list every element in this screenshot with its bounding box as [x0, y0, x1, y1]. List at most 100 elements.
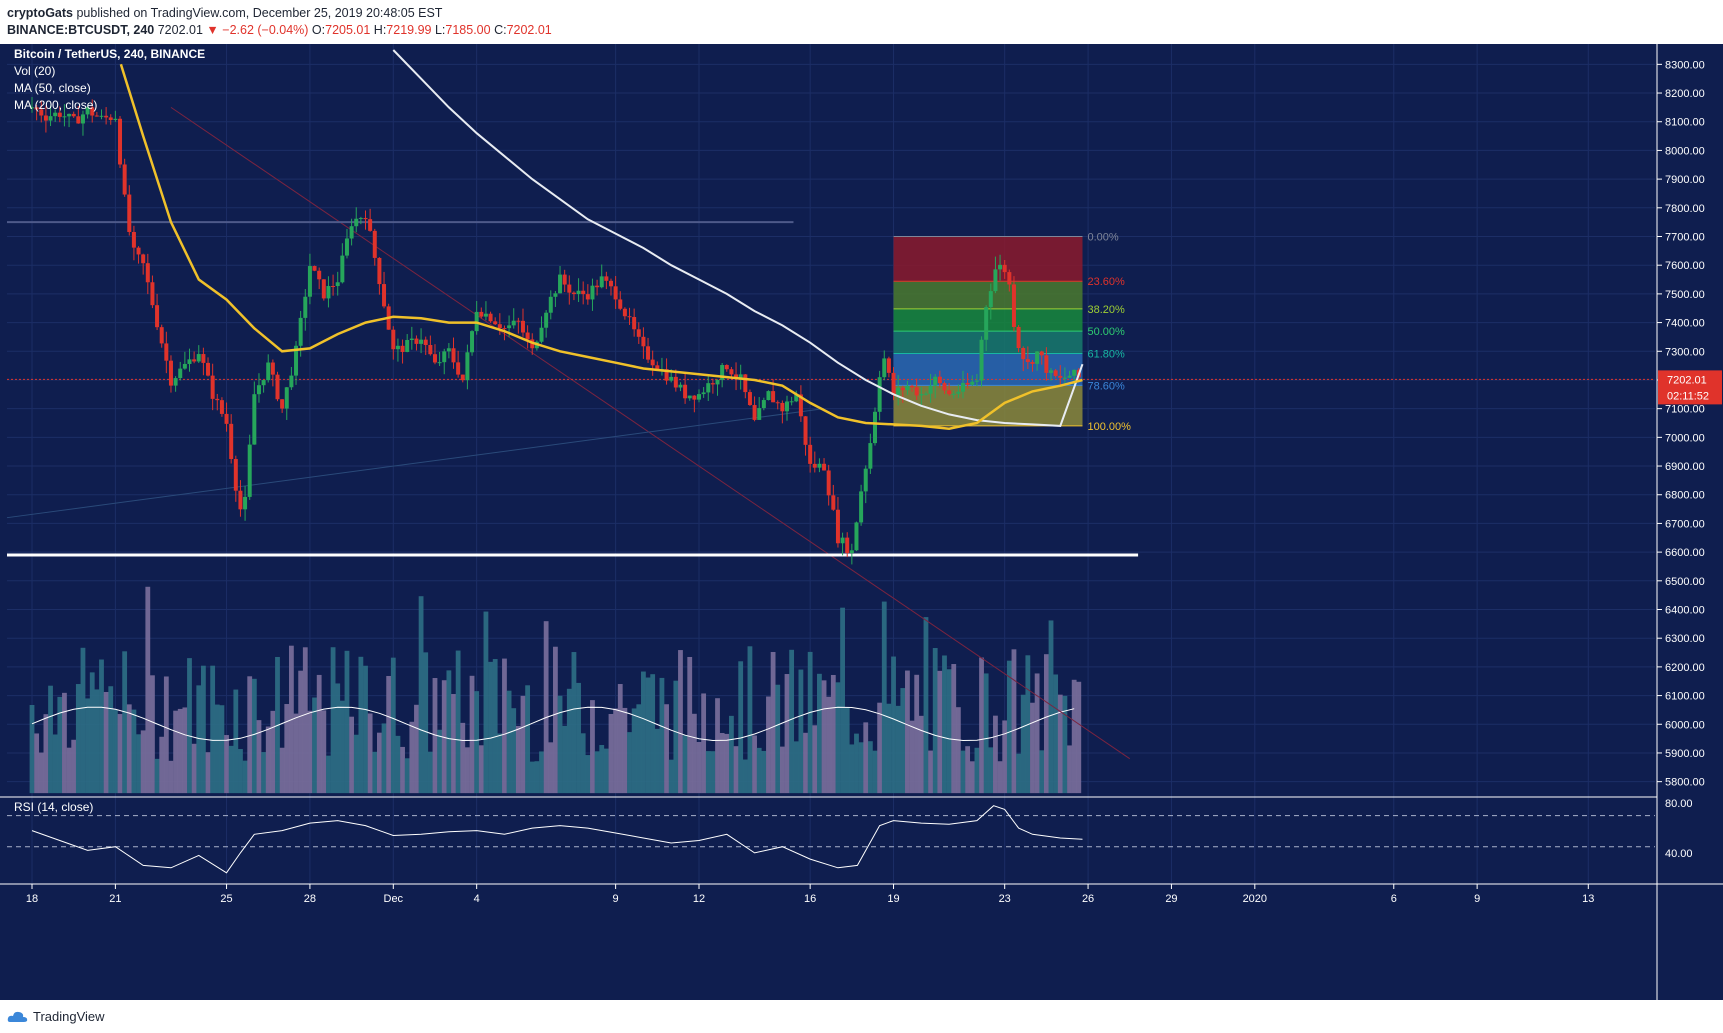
candle-body — [187, 359, 192, 364]
price-chart[interactable]: 0.00% 23.60% 38.20% 50.00% 61.80% 78.60% 100.0… — [0, 44, 1723, 1000]
candle-body — [238, 490, 243, 510]
volume-bar — [571, 652, 577, 794]
time-tick-label: 13 — [1582, 893, 1594, 905]
volume-bar — [729, 715, 734, 794]
volume-bar — [173, 710, 178, 794]
candle-body — [868, 443, 873, 469]
volume-bar — [678, 650, 683, 794]
candle-body — [576, 290, 581, 295]
volume-bar — [942, 655, 947, 794]
price-tick-label: 6400.00 — [1665, 605, 1705, 617]
volume-bar — [770, 651, 776, 794]
candle-body — [442, 351, 447, 363]
volume-bar — [302, 647, 308, 794]
candle-body — [803, 416, 808, 445]
volume-bar — [974, 747, 980, 794]
candle-body — [372, 230, 377, 258]
volume-bar — [696, 741, 702, 794]
volume-bar — [1048, 620, 1054, 794]
time-tick-label: 16 — [804, 893, 816, 905]
volume-bar — [1076, 681, 1082, 794]
volume-bar — [988, 747, 994, 794]
candle-body — [520, 320, 525, 333]
candle-body — [210, 375, 215, 399]
candle-body — [669, 376, 674, 381]
volume-bar — [460, 722, 466, 794]
candle-body — [933, 376, 938, 386]
candle-body — [400, 345, 405, 352]
candle-body — [849, 550, 854, 554]
candle-body — [729, 369, 734, 375]
candle-body — [233, 459, 238, 491]
candle-body — [988, 291, 993, 308]
candle-body — [877, 377, 882, 412]
price-axis-bg — [1657, 44, 1723, 1000]
candle-body — [456, 362, 461, 375]
candle-body — [567, 284, 572, 293]
candle-body — [294, 345, 299, 376]
candle-body — [303, 296, 308, 318]
volume-bar — [1062, 695, 1068, 794]
candle-body — [284, 387, 289, 409]
price-tick-label: 7800.00 — [1665, 203, 1705, 215]
volume-bar — [812, 725, 818, 794]
volume-bar — [233, 689, 239, 794]
volume-bar — [256, 720, 262, 794]
price-tick-label: 6000.00 — [1665, 719, 1705, 731]
publish-line: cryptoGats published on TradingView.com,… — [7, 6, 442, 20]
low-label: L: — [434, 23, 446, 37]
volume-bar — [168, 760, 174, 794]
volume-bar — [756, 747, 762, 794]
volume-bar — [414, 704, 419, 794]
interval-label: , 240 — [126, 23, 158, 37]
rsi-pane — [0, 796, 1723, 874]
candle-body — [94, 115, 99, 117]
volume-bar — [344, 650, 350, 794]
volume-bar — [52, 734, 58, 794]
candle-body — [775, 402, 780, 404]
open-label: O: — [311, 23, 326, 37]
candle-body — [219, 400, 224, 414]
tradingview-logo[interactable]: TradingView — [7, 1009, 105, 1024]
candle-body — [627, 316, 632, 318]
candle-body — [256, 385, 261, 395]
horizontal-levels[interactable] — [6, 106, 1655, 760]
volume-bar — [603, 748, 609, 794]
time-tick-label: 21 — [109, 893, 121, 905]
volume-bar — [117, 714, 123, 794]
volume-bar — [122, 651, 128, 794]
close-value: 7202.01 — [506, 23, 552, 37]
price-tick-label: 7100.00 — [1665, 404, 1705, 416]
candle-body — [1016, 326, 1021, 349]
candle-body — [307, 266, 312, 297]
volume-bar — [553, 646, 558, 794]
candle-body — [956, 391, 961, 394]
volume-bar — [849, 744, 855, 794]
candle-body — [845, 537, 850, 554]
axes: 5800.00 5900.00 6000.00 6100.00 6200.00 6300.… — [0, 44, 1723, 1000]
price-tick-label: 8300.00 — [1665, 59, 1705, 71]
candle-body — [90, 107, 95, 116]
fib-level-label: 100.00% — [1088, 421, 1132, 433]
candle-body — [585, 294, 590, 300]
volume-bar — [66, 747, 72, 794]
volume-bar — [163, 676, 169, 794]
candle-body — [113, 118, 118, 120]
candle-body — [122, 164, 127, 195]
volume-bar — [71, 739, 77, 794]
volume-bar — [446, 670, 452, 794]
volume-bar — [738, 661, 744, 794]
price-tags: 7202.01 02:11:52 — [1658, 370, 1722, 405]
candle-body — [548, 296, 553, 313]
candle-body — [155, 305, 160, 328]
fibonacci-retracement[interactable]: 0.00% 23.60% 38.20% 50.00% 61.80% 78.60% 100.0… — [893, 232, 1132, 433]
volume-bar — [659, 677, 665, 794]
candle-body — [706, 383, 711, 393]
volume-bar — [80, 647, 86, 794]
candle-body — [511, 320, 516, 326]
publisher-name[interactable]: cryptoGats — [7, 6, 73, 20]
volume-bar — [89, 672, 95, 794]
candle-body — [683, 384, 688, 399]
volume-bar — [687, 656, 693, 794]
volume-bar — [465, 747, 470, 794]
